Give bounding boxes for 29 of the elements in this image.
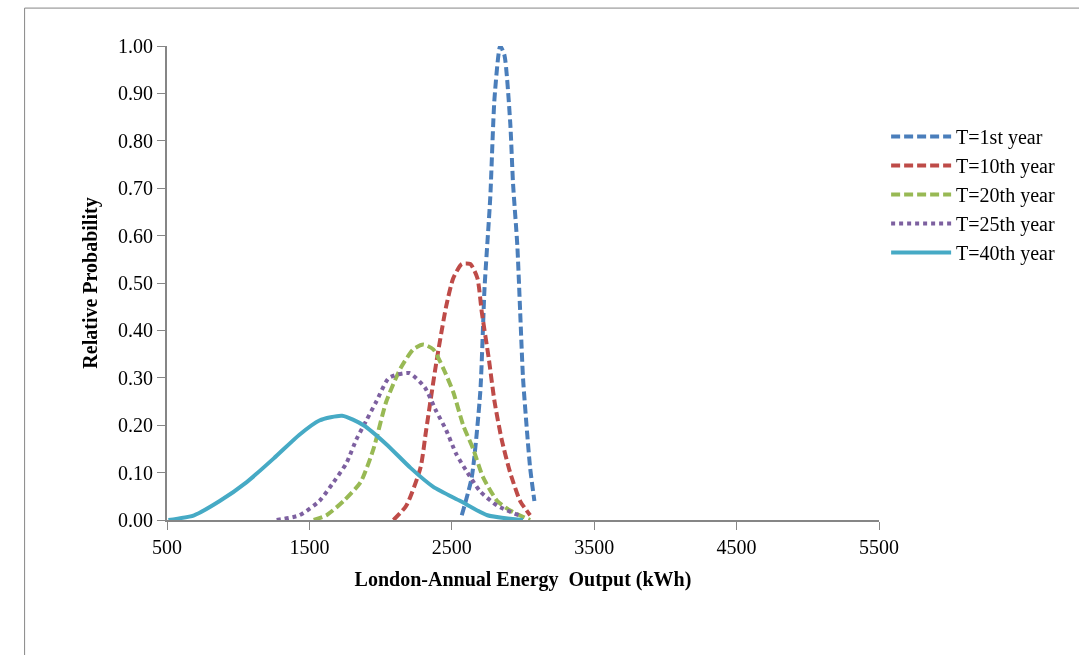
y-tick-label: 0.80 <box>118 129 153 152</box>
y-tick-label: 0.50 <box>118 272 153 294</box>
x-tick-label: 1500 <box>289 536 330 558</box>
x-tick-label: 3500 <box>574 536 615 558</box>
line-series <box>391 261 533 520</box>
y-tick-label: 0.20 <box>118 414 153 437</box>
y-tick-label: 0.70 <box>118 177 153 200</box>
legend-label: T=10th year <box>956 155 1055 179</box>
x-axis-title: London-Annual Energy Output (kWh) <box>354 568 692 591</box>
y-tick-label: 0.00 <box>118 509 153 531</box>
y-tick-label: 0.30 <box>118 366 153 389</box>
line-series <box>311 342 533 520</box>
legend-label: T=25th year <box>956 213 1055 237</box>
y-tick-label: 0.40 <box>118 319 153 342</box>
x-tick-label: 5500 <box>859 536 899 558</box>
y-axis-title: Relative Probability <box>79 197 102 369</box>
line-series <box>167 413 525 520</box>
y-tick-label: 0.90 <box>118 82 153 105</box>
legend-label: T=40th year <box>956 242 1055 266</box>
y-tick-label: 1.00 <box>118 35 153 57</box>
y-tick-label: 0.10 <box>118 461 153 484</box>
line-series <box>459 46 537 518</box>
line-series <box>274 370 521 520</box>
legend-label: T=1st year <box>956 126 1043 150</box>
x-tick-label: 4500 <box>716 536 757 558</box>
x-tick-label: 2500 <box>431 536 472 558</box>
x-tick-label: 500 <box>152 536 182 558</box>
y-tick-label: 0.60 <box>118 224 153 247</box>
legend-label: T=20th year <box>956 184 1055 208</box>
